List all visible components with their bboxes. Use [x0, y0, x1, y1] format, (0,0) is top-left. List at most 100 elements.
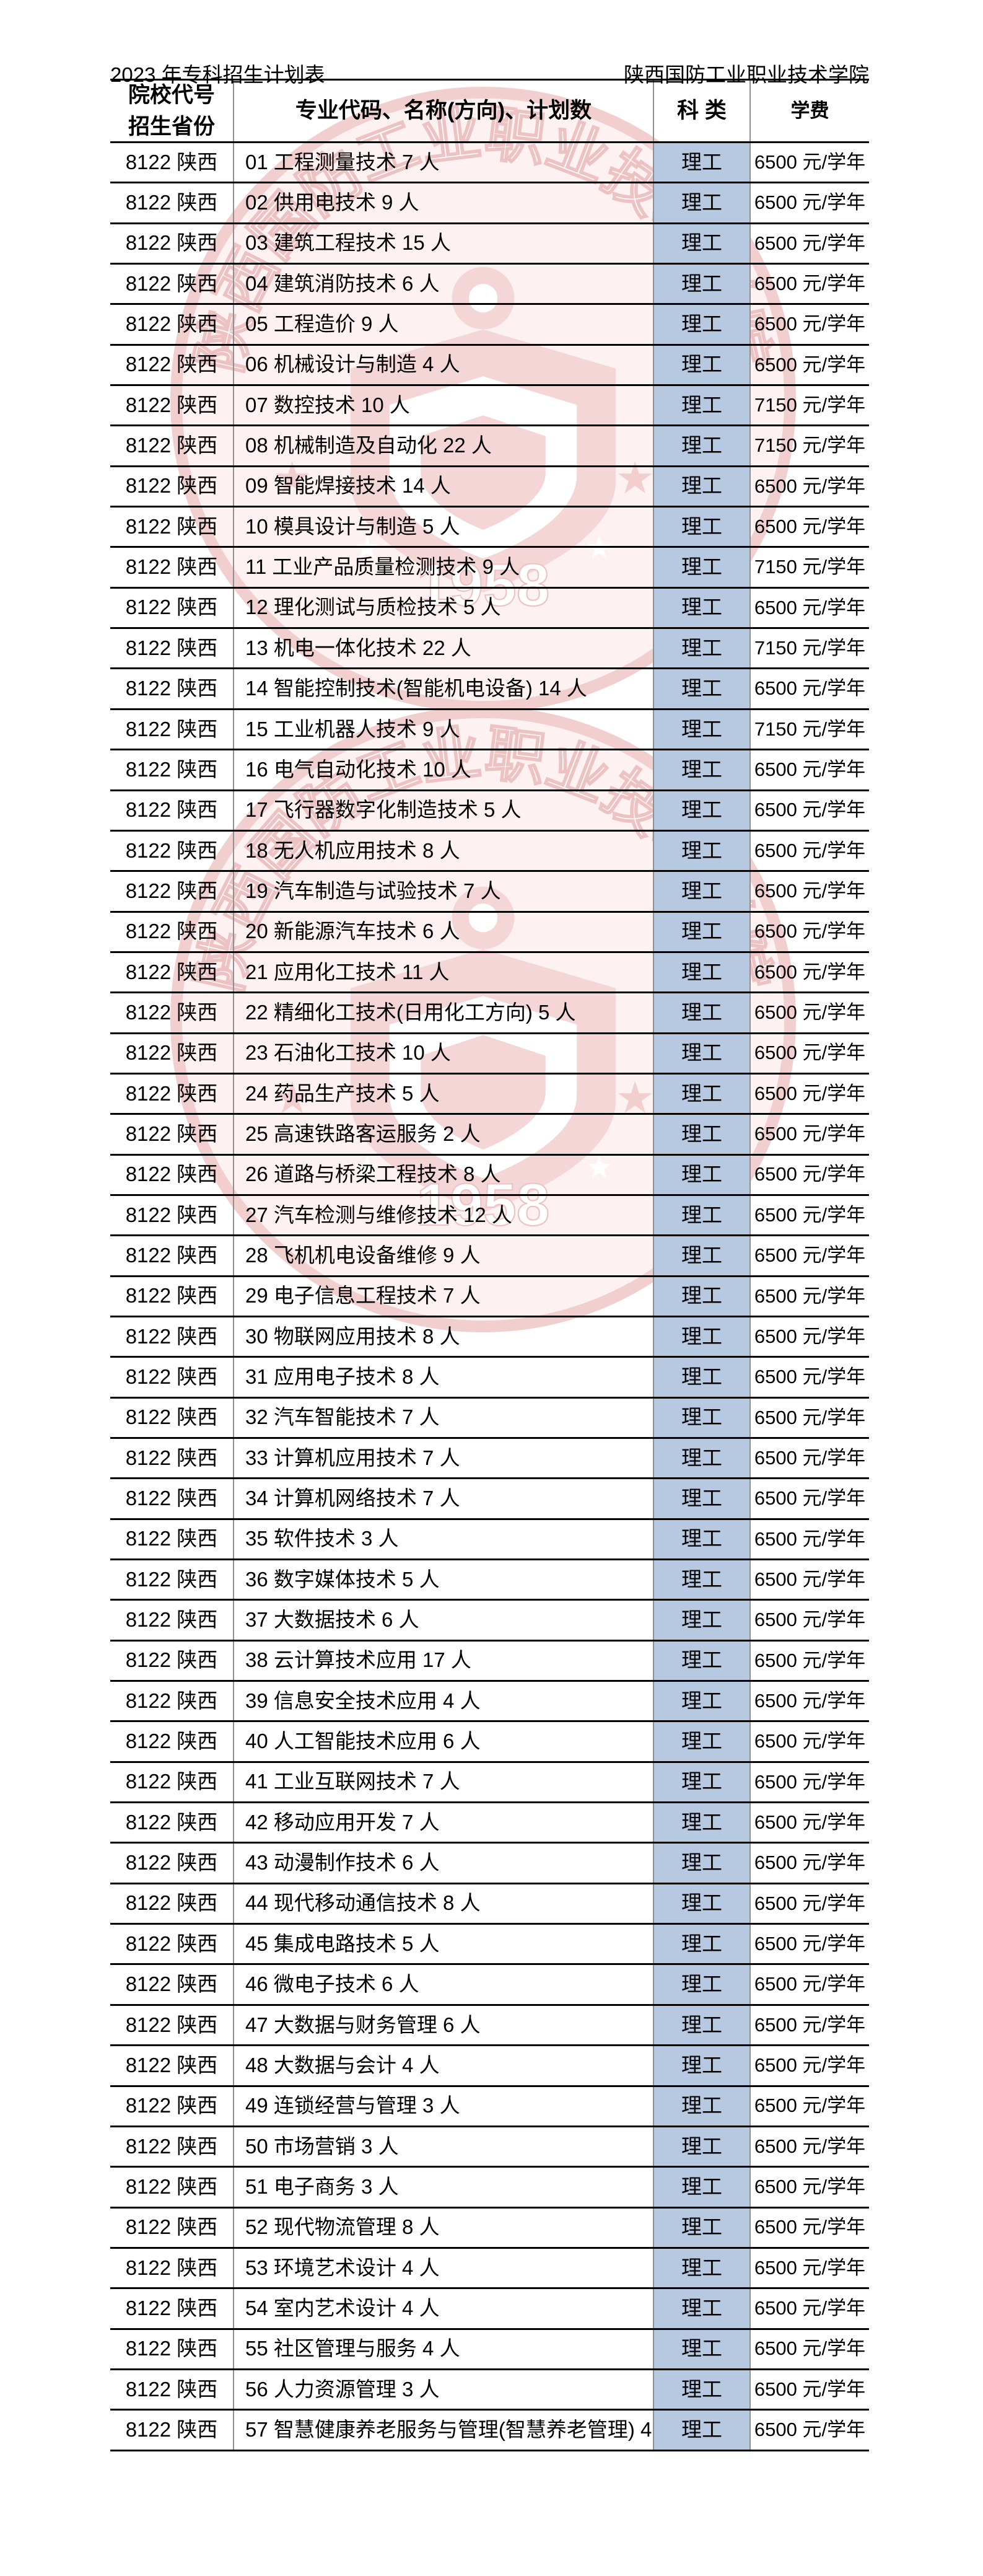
college-code-province-cell: 8122 陕西 — [125, 677, 218, 700]
table-row: 8122 陕西 11 工业产品质量检测技术 9 人 理工 7150 元/学年 — [110, 548, 869, 589]
page-title: 2023 年专科招生计划表 — [110, 63, 325, 86]
category-cell: 理工 — [653, 1925, 749, 1964]
category-cell: 理工 — [653, 1844, 749, 1883]
major-cell: 49 连锁经营与管理 3 人 — [233, 2086, 653, 2125]
tuition-cell: 6500 元/学年 — [749, 305, 869, 344]
college-code-province-cell: 8122 陕西 — [125, 2053, 218, 2077]
category-cell: 理工 — [653, 750, 749, 789]
tuition-cell: 6500 元/学年 — [749, 1803, 869, 1842]
college-code-province-cell: 8122 陕西 — [125, 1932, 218, 1955]
tuition-cell: 6500 元/学年 — [749, 1682, 869, 1721]
table-row: 8122 陕西 52 现代物流管理 8 人 理工 6500 元/学年 — [110, 2208, 869, 2249]
category-cell: 理工 — [653, 1439, 749, 1478]
table-body: 8122 陕西 01 工程测量技术 7 人 理工 6500 元/学年 8122 … — [110, 143, 869, 2451]
tuition-cell: 6500 元/学年 — [749, 872, 869, 911]
category-cell: 理工 — [653, 2289, 749, 2328]
table-row: 8122 陕西 05 工程造价 9 人 理工 6500 元/学年 — [110, 305, 869, 346]
table-row: 8122 陕西 32 汽车智能技术 7 人 理工 6500 元/学年 — [110, 1398, 869, 1439]
tuition-cell: 7150 元/学年 — [749, 629, 869, 668]
tuition-cell: 6500 元/学年 — [749, 1439, 869, 1478]
major-cell: 48 大数据与会计 4 人 — [233, 2046, 653, 2085]
major-cell: 37 大数据技术 6 人 — [233, 1601, 653, 1640]
category-cell: 理工 — [653, 2208, 749, 2247]
college-code-province-cell: 8122 陕西 — [125, 1770, 218, 1793]
college-code-province-cell: 8122 陕西 — [125, 838, 218, 862]
major-cell: 57 智慧健康养老服务与管理(智慧养老管理) 4 人 — [233, 2411, 653, 2450]
major-cell: 31 应用电子技术 8 人 — [233, 1358, 653, 1397]
college-code-province-cell: 8122 陕西 — [125, 879, 218, 902]
header-major: 专业代码、名称(方向)、计划数 — [233, 81, 653, 141]
college-code-province-cell: 8122 陕西 — [125, 2134, 218, 2158]
table-row: 8122 陕西 21 应用化工技术 11 人 理工 6500 元/学年 — [110, 952, 869, 994]
major-cell: 29 电子信息工程技术 7 人 — [233, 1277, 653, 1316]
table-row: 8122 陕西 26 道路与桥梁工程技术 8 人 理工 6500 元/学年 — [110, 1155, 869, 1196]
category-cell: 理工 — [653, 305, 749, 344]
college-code-province-cell: 8122 陕西 — [125, 2094, 218, 2117]
category-cell: 理工 — [653, 1641, 749, 1681]
college-code-province-cell: 8122 陕西 — [125, 2417, 218, 2441]
category-cell: 理工 — [653, 1034, 749, 1073]
college-code-province-cell: 8122 陕西 — [125, 393, 218, 416]
college-code-province-cell: 8122 陕西 — [125, 1567, 218, 1591]
school-name: 陕西国防工业职业技术学院 — [624, 63, 869, 86]
college-code-province-cell: 8122 陕西 — [125, 1851, 218, 1875]
major-cell: 10 模具设计与制造 5 人 — [233, 508, 653, 547]
category-cell: 理工 — [653, 265, 749, 304]
category-cell: 理工 — [653, 872, 749, 911]
major-cell: 33 计算机应用技术 7 人 — [233, 1439, 653, 1478]
college-code-province-cell: 8122 陕西 — [125, 1000, 218, 1024]
college-code-province-cell: 8122 陕西 — [125, 2337, 218, 2360]
tuition-cell: 6500 元/学年 — [749, 1479, 869, 1518]
table-row: 8122 陕西 01 工程测量技术 7 人 理工 6500 元/学年 — [110, 143, 869, 184]
major-cell: 23 石油化工技术 10 人 — [233, 1034, 653, 1073]
table-row: 8122 陕西 14 智能控制技术(智能机电设备) 14 人 理工 6500 元… — [110, 669, 869, 710]
major-cell: 36 数字媒体技术 5 人 — [233, 1560, 653, 1599]
college-code-province-cell: 8122 陕西 — [125, 1365, 218, 1389]
table-row: 8122 陕西 15 工业机器人技术 9 人 理工 7150 元/学年 — [110, 710, 869, 751]
table-row: 8122 陕西 54 室内艺术设计 4 人 理工 6500 元/学年 — [110, 2289, 869, 2330]
college-code-province-cell: 8122 陕西 — [125, 2013, 218, 2036]
category-cell: 理工 — [653, 1601, 749, 1640]
college-code-province-cell: 8122 陕西 — [125, 2174, 218, 2198]
category-cell: 理工 — [653, 1115, 749, 1154]
college-code-province-cell: 8122 陕西 — [125, 1284, 218, 1308]
table-row: 8122 陕西 57 智慧健康养老服务与管理(智慧养老管理) 4 人 理工 65… — [110, 2411, 869, 2451]
major-cell: 27 汽车检测与维修技术 12 人 — [233, 1195, 653, 1235]
major-cell: 22 精细化工技术(日用化工方向) 5 人 — [233, 993, 653, 1032]
category-cell: 理工 — [653, 1155, 749, 1194]
table-row: 8122 陕西 37 大数据技术 6 人 理工 6500 元/学年 — [110, 1601, 869, 1642]
table-row: 8122 陕西 22 精细化工技术(日用化工方向) 5 人 理工 6500 元/… — [110, 993, 869, 1034]
table-row: 8122 陕西 36 数字媒体技术 5 人 理工 6500 元/学年 — [110, 1560, 869, 1601]
table-row: 8122 陕西 33 计算机应用技术 7 人 理工 6500 元/学年 — [110, 1439, 869, 1480]
table-row: 8122 陕西 16 电气自动化技术 10 人 理工 6500 元/学年 — [110, 750, 869, 791]
table-row: 8122 陕西 48 大数据与会计 4 人 理工 6500 元/学年 — [110, 2046, 869, 2087]
college-code-province-cell: 8122 陕西 — [125, 2256, 218, 2279]
college-code-province-cell: 8122 陕西 — [125, 757, 218, 781]
major-cell: 35 软件技术 3 人 — [233, 1519, 653, 1559]
table-row: 8122 陕西 40 人工智能技术应用 6 人 理工 6500 元/学年 — [110, 1722, 869, 1763]
major-cell: 26 道路与桥梁工程技术 8 人 — [233, 1155, 653, 1194]
tuition-cell: 6500 元/学年 — [749, 2370, 869, 2409]
tuition-cell: 6500 元/学年 — [749, 1641, 869, 1681]
tuition-cell: 6500 元/学年 — [749, 831, 869, 871]
tuition-cell: 6500 元/学年 — [749, 1398, 869, 1437]
category-cell: 理工 — [653, 1884, 749, 1923]
major-cell: 11 工业产品质量检测技术 9 人 — [233, 548, 653, 587]
college-code-province-cell: 8122 陕西 — [125, 1081, 218, 1105]
major-cell: 13 机电一体化技术 22 人 — [233, 629, 653, 668]
college-code-province-cell: 8122 陕西 — [125, 555, 218, 579]
page-header: 2023 年专科招生计划表 陕西国防工业职业技术学院 — [110, 58, 869, 88]
tuition-cell: 6500 元/学年 — [749, 2329, 869, 2368]
tuition-cell: 7150 元/学年 — [749, 548, 869, 587]
category-cell: 理工 — [653, 791, 749, 830]
college-code-province-cell: 8122 陕西 — [125, 1041, 218, 1065]
major-cell: 47 大数据与财务管理 6 人 — [233, 2005, 653, 2045]
tuition-cell: 6500 元/学年 — [749, 1358, 869, 1397]
table-row: 8122 陕西 41 工业互联网技术 7 人 理工 6500 元/学年 — [110, 1762, 869, 1804]
category-cell: 理工 — [653, 1965, 749, 2004]
college-code-province-cell: 8122 陕西 — [125, 596, 218, 619]
tuition-cell: 6500 元/学年 — [749, 1722, 869, 1761]
major-cell: 21 应用化工技术 11 人 — [233, 952, 653, 992]
tuition-cell: 6500 元/学年 — [749, 1155, 869, 1194]
college-code-province-cell: 8122 陕西 — [125, 1324, 218, 1348]
